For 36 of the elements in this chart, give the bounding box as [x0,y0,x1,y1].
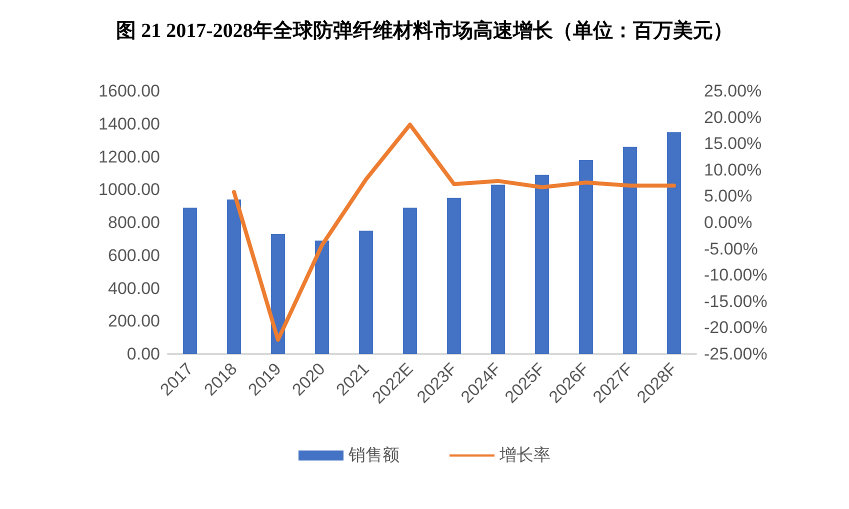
y-tick-label: 1600.00 [98,82,160,100]
y2-tick-label: -10.00% [704,266,768,285]
y-tick-label: 1000.00 [98,180,160,200]
y2-tick-label: 25.00% [704,82,762,100]
bar [270,234,286,354]
bar [622,146,638,354]
bar [578,160,594,354]
y2-tick-label: -20.00% [704,318,768,338]
y2-tick-label: 20.00% [704,108,762,127]
bar [358,230,374,354]
y2-tick-label: -15.00% [704,292,768,311]
y2-tick-label: -5.00% [704,239,758,258]
y-tick-label: 0.00 [126,344,160,364]
bar [314,240,330,354]
y-tick-label: 200.00 [108,312,160,331]
y-tick-label: 1400.00 [98,114,160,134]
y2-tick-label: 5.00% [704,186,752,206]
y2-tick-label: 0.00% [704,213,752,232]
bar [226,199,242,354]
chart-title: 图 21 2017-2028年全球防弹纤维材料市场高速增长（单位：百万美元） [116,19,733,42]
legend-label: 增长率 [498,446,550,466]
bar [666,132,682,354]
bar [446,198,462,354]
bar [490,184,506,354]
bar [182,208,198,354]
bar [534,174,550,354]
y-tick-label: 800.00 [108,213,160,232]
y2-tick-label: 15.00% [704,134,762,154]
y2-tick-label: 10.00% [704,160,762,180]
bar [402,208,418,354]
legend-label: 销售额 [348,446,400,466]
y2-tick-label: -25.00% [704,344,768,364]
line-series [232,122,676,342]
y-tick-label: 600.00 [108,246,160,265]
y-tick-label: 1200.00 [98,147,160,166]
y-tick-label: 400.00 [108,278,160,298]
